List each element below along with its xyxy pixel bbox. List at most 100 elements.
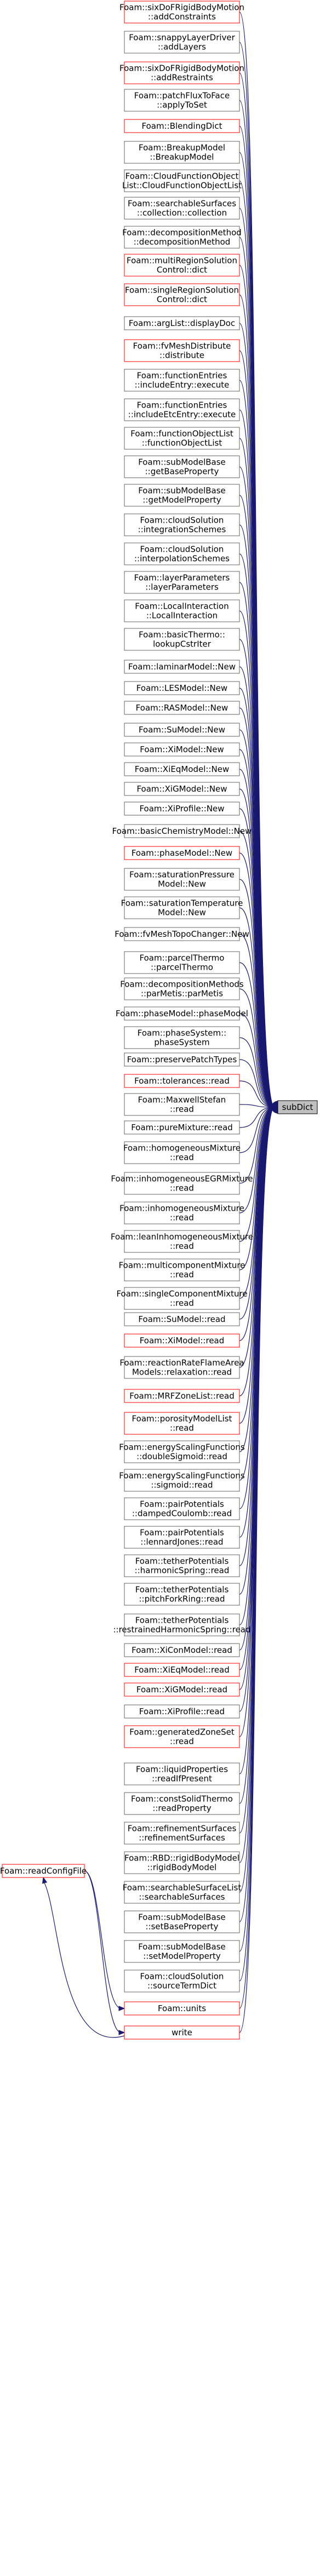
- caller-node[interactable]: Foam::XiModel::New: [124, 742, 240, 757]
- caller-node[interactable]: Foam::MaxwellStefan::read: [124, 1093, 240, 1116]
- caller-node[interactable]: Foam::energyScalingFunctions::sigmoid::r…: [119, 1469, 245, 1492]
- caller-node[interactable]: Foam::CloudFunctionObjectList::CloudFunc…: [122, 169, 242, 192]
- caller-node[interactable]: Foam::refinementSurfaces::refinementSurf…: [124, 1822, 240, 1845]
- node-box: [2, 1864, 85, 1878]
- caller-node[interactable]: Foam::sixDoFRigidBodyMotion::addConstrai…: [119, 1, 244, 24]
- caller-node[interactable]: Foam::decompositionMethods::parMetis::pa…: [120, 977, 244, 1000]
- caller-node[interactable]: Foam::phaseModel::New: [124, 846, 240, 860]
- caller-node[interactable]: Foam::tetherPotentials::restrainedHarmon…: [113, 1613, 251, 1636]
- caller-node[interactable]: Foam::multicomponentMixture::read: [119, 1258, 245, 1281]
- node-box: [277, 1100, 318, 1114]
- caller-node[interactable]: Foam::pureMixture::read: [124, 1120, 240, 1135]
- caller-node[interactable]: Foam::inhomogeneousMixture::read: [119, 1201, 244, 1224]
- caller-node[interactable]: Foam::subModelBase::setModelProperty: [124, 1940, 240, 1963]
- caller-node[interactable]: Foam::units: [124, 2001, 240, 2016]
- node-label: Models::relaxation::read: [132, 1367, 232, 1377]
- caller-node[interactable]: Foam::energyScalingFunctions::doubleSigm…: [119, 1440, 245, 1463]
- focus-node-subdict[interactable]: subDict: [277, 1100, 318, 1114]
- node-label: ::functionObjectList: [142, 438, 222, 448]
- call-edge: [239, 879, 275, 1108]
- caller-node[interactable]: Foam::sixDoFRigidBodyMotion::addRestrain…: [119, 61, 244, 84]
- node-label: Foam::subModelBase: [138, 1913, 226, 1922]
- caller-node[interactable]: Foam::LESModel::New: [124, 681, 240, 695]
- graph-edges: [42, 12, 279, 2038]
- caller-node[interactable]: Foam::MRFZoneList::read: [124, 1389, 240, 1403]
- caller-node[interactable]: Foam::BreakupModel::BreakupModel: [124, 141, 240, 164]
- caller-node[interactable]: Foam::BlendingDict: [124, 119, 240, 133]
- caller-node[interactable]: Foam::generatedZoneSet::read: [124, 1725, 240, 1748]
- caller-node[interactable]: Foam::reactionRateFlameAreaModels::relax…: [119, 1356, 244, 1379]
- caller-node[interactable]: Foam::tolerances::read: [124, 1074, 240, 1088]
- node-label: Foam::singleRegionSolution: [125, 285, 239, 295]
- caller-node[interactable]: Foam::argList::displayDoc: [124, 316, 240, 330]
- caller-node[interactable]: Foam::subModelBase::setBaseProperty: [124, 1910, 240, 1933]
- node-label: ::includeEtcEntry::execute: [128, 410, 236, 420]
- node-label: ::readIfPresent: [152, 1774, 212, 1784]
- caller-node[interactable]: write: [124, 2025, 240, 2040]
- caller-node[interactable]: Foam::liquidProperties::readIfPresent: [124, 1762, 240, 1785]
- caller-node[interactable]: Foam::searchableSurfaces::collection::co…: [124, 197, 240, 220]
- caller-node[interactable]: Foam::functionEntries::includeEntry::exe…: [124, 369, 240, 392]
- node-label: Control::dict: [157, 265, 207, 275]
- caller-node[interactable]: Foam::XiGModel::New: [124, 782, 240, 796]
- caller-node[interactable]: Foam::RASModel::New: [124, 701, 240, 715]
- caller-node[interactable]: Foam::basicChemistryModel::New: [112, 824, 252, 838]
- caller-node[interactable]: Foam::basicThermo::lookupCstrIter: [124, 628, 240, 651]
- caller-node[interactable]: Foam::XiConModel::read: [124, 1643, 240, 1657]
- caller-node[interactable]: Foam::subModelBase::getModelProperty: [124, 484, 240, 507]
- caller-node[interactable]: Foam::preservePatchTypes: [124, 1052, 240, 1067]
- caller-node[interactable]: Foam::decompositionMethod::decomposition…: [122, 226, 242, 249]
- node-box: [124, 1074, 240, 1088]
- caller-node[interactable]: Foam::XiProfile::read: [124, 1704, 240, 1719]
- caller-node[interactable]: Foam::XiGModel::read: [124, 1682, 240, 1697]
- caller-node[interactable]: Foam::laminarModel::New: [124, 660, 240, 674]
- caller-node[interactable]: Foam::subModelBase::getBaseProperty: [124, 455, 240, 478]
- caller-node[interactable]: Foam::layerParameters::layerParameters: [124, 571, 240, 594]
- caller-node[interactable]: Foam::snappyLayerDriver::addLayers: [124, 31, 240, 54]
- caller-node[interactable]: Foam::leanInhomogeneousMixture::read: [111, 1230, 253, 1253]
- caller-node[interactable]: Foam::XiEqModel::New: [124, 762, 240, 776]
- caller-node[interactable]: Foam::phaseModel::phaseModel: [116, 1006, 248, 1021]
- caller-node[interactable]: Foam::functionObjectList::functionObject…: [124, 427, 240, 450]
- caller-node[interactable]: Foam::SuModel::read: [124, 1312, 240, 1326]
- caller-node[interactable]: Foam::LocalInteraction::LocalInteraction: [124, 599, 240, 622]
- caller-node[interactable]: Foam::XiEqModel::read: [124, 1663, 240, 1677]
- caller-node[interactable]: Foam::fvMeshDistribute::distribute: [124, 339, 240, 362]
- caller-node[interactable]: Foam::pairPotentials::lennardJones::read: [124, 1526, 240, 1549]
- node-label: ::getModelProperty: [142, 495, 221, 505]
- call-edge: [239, 1107, 275, 1184]
- caller-node[interactable]: Foam::functionEntries::includeEtcEntry::…: [124, 398, 240, 421]
- node-label: ::read: [170, 1183, 194, 1193]
- caller-node[interactable]: Foam::pairPotentials::dampedCoulomb::rea…: [124, 1497, 240, 1520]
- caller-node[interactable]: Foam::cloudSolution::interpolationScheme…: [124, 542, 240, 565]
- caller-node[interactable]: Foam::homogeneousMixture::read: [123, 1141, 241, 1164]
- source-node-readconfigfile[interactable]: Foam::readConfigFile: [0, 1864, 87, 1878]
- caller-node[interactable]: Foam::tetherPotentials::pitchForkRing::r…: [124, 1583, 240, 1606]
- call-edge: [239, 1104, 275, 1108]
- caller-node[interactable]: Foam::porosityModelList::read: [124, 1412, 240, 1435]
- caller-node[interactable]: Foam::cloudSolution::sourceTermDict: [124, 1970, 240, 1993]
- caller-node[interactable]: Foam::RBD::rigidBodyModel::rigidBodyMode…: [124, 1851, 240, 1874]
- node-label: Control::dict: [157, 295, 207, 305]
- node-label: Foam::MaxwellStefan: [138, 1095, 226, 1105]
- caller-node[interactable]: Foam::constSolidThermo::readProperty: [124, 1792, 240, 1815]
- caller-node[interactable]: Foam::tetherPotentials::harmonicSpring::…: [124, 1554, 240, 1577]
- caller-node[interactable]: Foam::searchableSurfaceList::searchableS…: [123, 1881, 242, 1904]
- node-label: ::read: [170, 1104, 194, 1114]
- graph-nodes: Foam::sixDoFRigidBodyMotion::addConstrai…: [0, 1, 318, 2040]
- caller-node[interactable]: Foam::SuModel::New: [124, 723, 240, 737]
- caller-node[interactable]: Foam::fvMeshTopoChanger::New: [115, 927, 249, 941]
- caller-node[interactable]: Foam::cloudSolution::integrationSchemes: [124, 513, 240, 536]
- caller-node[interactable]: Foam::patchFluxToFace::applyToSet: [124, 89, 240, 112]
- caller-node[interactable]: Foam::singleComponentMixture::read: [116, 1287, 248, 1310]
- node-box: [124, 316, 240, 330]
- caller-node[interactable]: Foam::phaseSystem::phaseSystem: [124, 1026, 240, 1049]
- caller-node[interactable]: Foam::inhomogeneousEGRMixture::read: [111, 1172, 253, 1195]
- caller-node[interactable]: Foam::parcelThermo::parcelThermo: [124, 951, 240, 974]
- caller-node[interactable]: Foam::XiProfile::New: [124, 802, 240, 816]
- caller-node[interactable]: Foam::XiModel::read: [124, 1333, 240, 1348]
